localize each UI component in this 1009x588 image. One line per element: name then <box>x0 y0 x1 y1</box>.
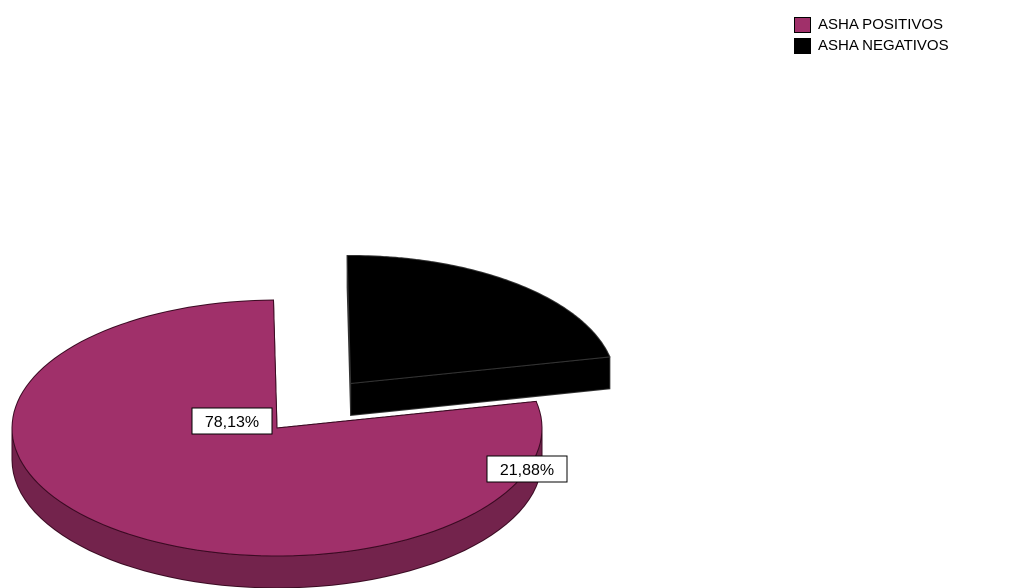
svg-text:78,13%: 78,13% <box>205 414 259 431</box>
legend-swatch-positivos <box>794 16 811 33</box>
svg-text:21,88%: 21,88% <box>500 462 554 479</box>
slice-positivos <box>11 299 543 588</box>
legend-label-negativos: ASHA NEGATIVOS <box>818 37 949 54</box>
legend-label-positivos: ASHA POSITIVOS <box>818 16 944 33</box>
data-label-positivos: 78,13% <box>191 407 273 435</box>
legend-item-positivos: ASHA POSITIVOS <box>794 14 949 35</box>
slice-negativos <box>346 255 611 417</box>
legend-item-negativos: ASHA NEGATIVOS <box>794 35 949 56</box>
legend-swatch-negativos <box>794 37 811 54</box>
legend: ASHA POSITIVOS ASHA NEGATIVOS <box>794 14 949 56</box>
data-label-negativos: 21,88% <box>486 455 568 483</box>
